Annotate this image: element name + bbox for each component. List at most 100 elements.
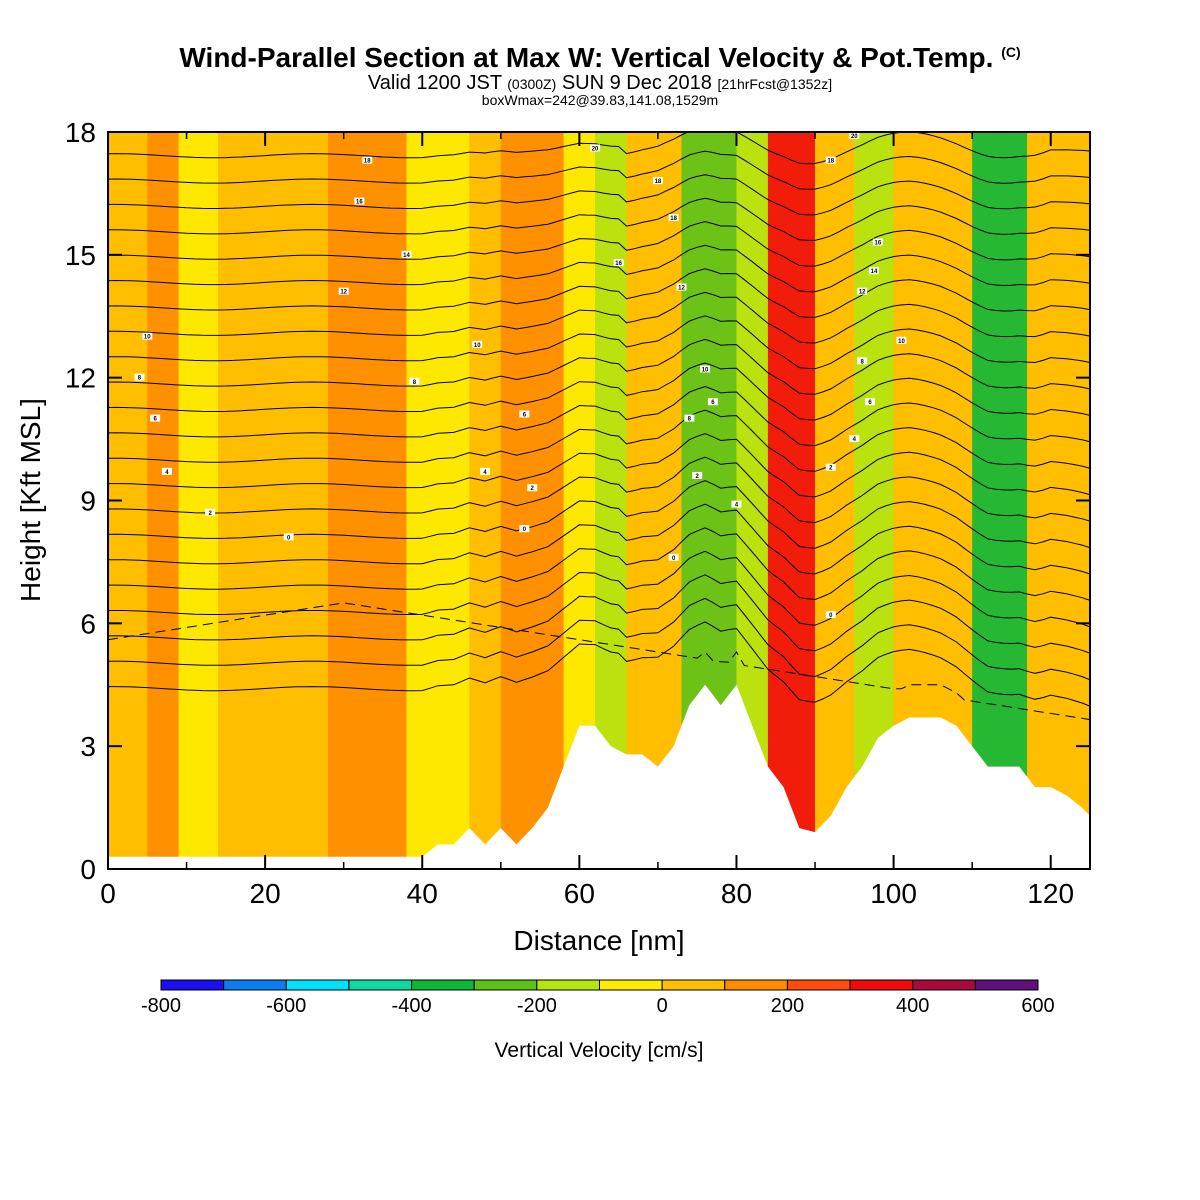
contour-label-bg	[896, 336, 907, 344]
subtitle-date: SUN 9 Dec 2018	[561, 72, 712, 94]
velocity-band	[500, 132, 564, 869]
chart-box-note: boxWmax=242@39.83,141.08,1529m	[481, 92, 719, 108]
contour-label-bg	[161, 467, 172, 475]
velocity-band	[626, 132, 682, 869]
contour-label-bg	[519, 525, 530, 533]
chart-title-suffix: (C)	[1001, 44, 1021, 60]
theta-contour-line	[108, 621, 1090, 707]
colorbar: -800 -600 -400 -200 0 200 400 600	[141, 979, 1055, 1017]
velocity-band	[147, 132, 179, 869]
contour-label: 8	[688, 417, 692, 423]
colorbar-tick-label: -200	[517, 995, 557, 1017]
contour-label-bg	[150, 414, 161, 422]
chart-title-text: Wind-Parallel Section at Max W: Vertical…	[179, 42, 994, 73]
theta-contour-line	[108, 409, 1090, 472]
chart-subtitle: Valid 1200 JST (0300Z) SUN 9 Dec 2018 [2…	[0, 72, 1200, 95]
colorbar-segment	[348, 979, 413, 991]
contour-label: 8	[138, 376, 142, 382]
contour-label: 4	[165, 470, 169, 476]
colorbar-tick-label: 0	[657, 995, 668, 1017]
contour-label-bg	[676, 283, 687, 291]
colorbar-title: Vertical Velocity [cm/s]	[495, 1039, 704, 1062]
contour-label-bg	[205, 508, 216, 516]
theta-contour-line	[108, 480, 1090, 549]
colorbar-segment	[912, 979, 976, 991]
contour-label-bg	[668, 553, 679, 561]
colorbar-segment	[786, 979, 851, 991]
theta-contour-line	[108, 574, 1090, 654]
contour-labels: 1086420181614128106420201618181210862042…	[134, 132, 907, 619]
contour-label: 6	[523, 413, 527, 419]
contour-label: 16	[875, 241, 882, 247]
colorbar-tick-label: -400	[392, 995, 432, 1017]
contour-label-bg	[472, 340, 483, 348]
contour-label-bg	[338, 287, 349, 295]
contour-label-bg	[707, 398, 718, 406]
y-tick-label: 18	[65, 117, 96, 148]
contour-label-bg	[731, 500, 742, 508]
contour-label: 2	[696, 474, 700, 480]
colorbar-segment	[473, 979, 538, 991]
contour-label: 10	[702, 367, 709, 373]
contour-label-bg	[401, 250, 412, 258]
contour-label: 10	[474, 343, 481, 349]
contour-label: 18	[655, 179, 662, 185]
contour-label-bg	[700, 365, 711, 373]
contour-label: 14	[403, 253, 410, 259]
y-tick-label: 3	[80, 731, 96, 762]
theta-contour-line	[108, 244, 1090, 293]
contour-label-bg	[825, 156, 836, 164]
colorbar-segment	[223, 979, 287, 991]
theta-contour-line	[108, 197, 1090, 241]
colorbar-segment	[536, 979, 600, 991]
contour-label: 18	[670, 216, 677, 222]
contour-label: 10	[898, 339, 905, 345]
velocity-band	[406, 132, 470, 869]
contour-label-bg	[134, 373, 145, 381]
contour-label-bg	[613, 259, 624, 267]
contour-label: 12	[340, 290, 347, 296]
contour-label-bg	[409, 377, 420, 385]
colorbar-segment	[661, 979, 726, 991]
contour-label-bg	[872, 238, 883, 246]
contour-label-bg	[865, 398, 876, 406]
contour-label: 4	[853, 437, 857, 443]
theta-contour-line	[108, 174, 1090, 216]
colorbar-tick-label: 600	[1021, 995, 1054, 1017]
contour-label-bg	[590, 144, 601, 152]
colorbar-segment	[974, 979, 1039, 991]
terrain-shape	[108, 684, 1090, 869]
x-tick-label: 40	[407, 878, 438, 909]
colorbar-tick-label: -800	[141, 995, 181, 1017]
contour-label: 16	[615, 261, 622, 267]
contour-label-bg	[684, 414, 695, 422]
velocity-band	[469, 132, 501, 869]
contour-label-bg	[142, 332, 153, 340]
contour-label: 12	[859, 290, 866, 296]
contour-label: 14	[871, 269, 878, 275]
colorbar-segment	[160, 979, 225, 991]
x-tick-label: 20	[250, 878, 281, 909]
contour-label: 8	[413, 380, 417, 386]
theta-contour-line	[108, 433, 1090, 498]
contour-label-bg	[849, 435, 860, 443]
x-tick-label: 100	[870, 878, 917, 909]
contour-label: 18	[827, 159, 834, 165]
contour-label: 6	[153, 417, 157, 423]
contour-label-bg	[519, 410, 530, 418]
contour-label-bg	[849, 132, 860, 140]
subtitle-valid: Valid 1200 JST	[367, 72, 502, 94]
theta-contour-line	[108, 315, 1090, 370]
contour-label: 0	[523, 527, 527, 533]
contour-label: 20	[851, 134, 858, 140]
contour-label-bg	[527, 484, 538, 492]
theta-contour-line	[108, 550, 1090, 628]
velocity-band	[815, 132, 855, 869]
colorbar-tick-label: -600	[266, 995, 306, 1017]
colorbar-segment	[411, 979, 475, 991]
theta-contours	[108, 132, 1090, 721]
velocity-band	[327, 132, 407, 869]
subtitle-zulu: (0300Z)	[507, 76, 557, 92]
